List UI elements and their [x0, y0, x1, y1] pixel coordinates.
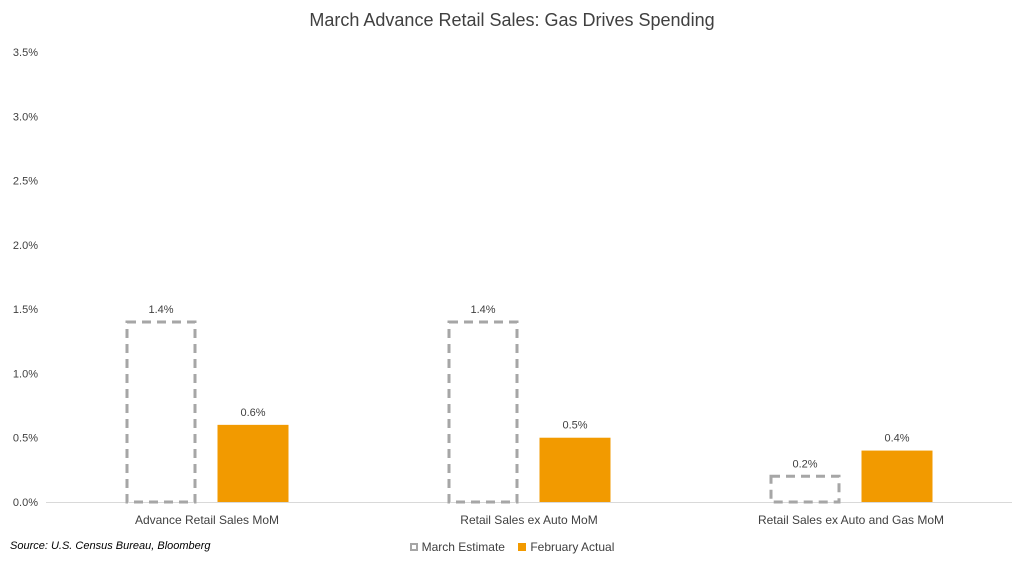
- data-label-february-actual: 0.4%: [884, 433, 909, 445]
- source-note: Source: U.S. Census Bureau, Bloomberg: [10, 540, 211, 552]
- category-label: Retail Sales ex Auto MoM: [460, 513, 597, 527]
- y-tick-label: 1.5%: [13, 304, 38, 316]
- data-label-march-estimate: 1.4%: [148, 304, 173, 316]
- bar-march-estimate: [769, 474, 841, 504]
- category-label: Advance Retail Sales MoM: [135, 513, 279, 527]
- y-tick-label: 3.5%: [13, 47, 38, 59]
- data-label-february-actual: 0.6%: [240, 407, 265, 419]
- legend-label-february-actual: February Actual: [530, 540, 615, 554]
- bar-february-actual: [539, 437, 611, 502]
- legend-item-march-estimate: March Estimate: [409, 540, 505, 554]
- data-label-march-estimate: 1.4%: [470, 304, 495, 316]
- y-tick-label: 3.0%: [13, 111, 38, 123]
- bar-march-estimate: [125, 320, 197, 504]
- bar-february-actual: [217, 424, 289, 502]
- y-tick-label: 1.0%: [13, 368, 38, 380]
- y-tick-label: 0.5%: [13, 433, 38, 445]
- bar-february-actual: [861, 450, 933, 502]
- y-tick-label: 2.5%: [13, 176, 38, 188]
- legend: March Estimate February Actual: [0, 540, 1024, 554]
- data-label-march-estimate: 0.2%: [792, 458, 817, 470]
- legend-item-february-actual: February Actual: [518, 540, 614, 554]
- legend-label-march-estimate: March Estimate: [421, 540, 505, 554]
- legend-swatch-march-estimate: [409, 543, 418, 551]
- y-tick-label: 0.0%: [13, 497, 38, 509]
- bar-march-estimate: [447, 320, 519, 504]
- category-label: Retail Sales ex Auto and Gas MoM: [758, 513, 944, 527]
- chart-title: March Advance Retail Sales: Gas Drives S…: [309, 10, 715, 30]
- y-tick-label: 2.0%: [13, 240, 38, 252]
- data-label-february-actual: 0.5%: [562, 420, 587, 432]
- legend-swatch-february-actual: [518, 543, 527, 551]
